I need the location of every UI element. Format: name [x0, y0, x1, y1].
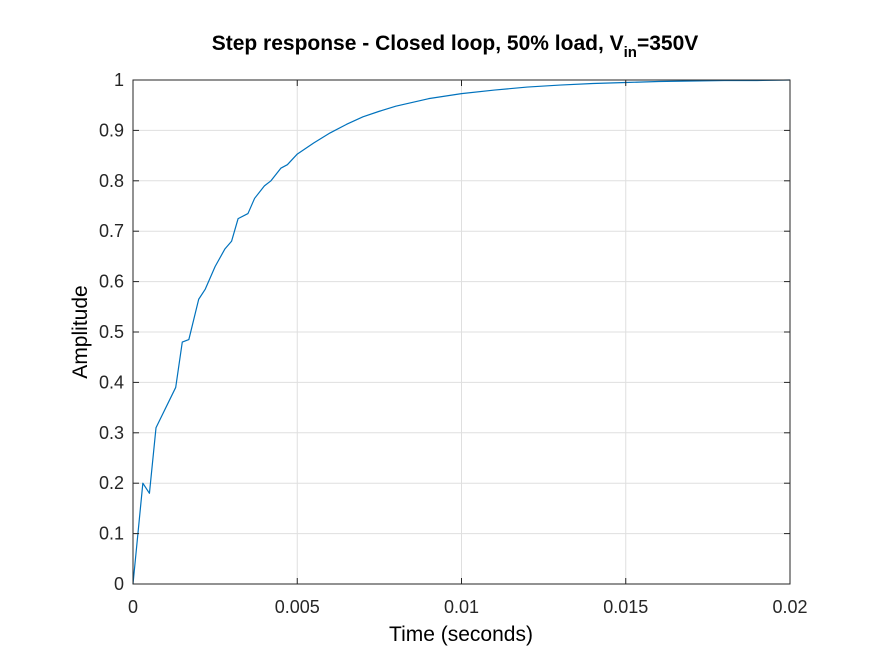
- y-tick-label: 0.1: [99, 524, 124, 544]
- y-tick-label: 0.4: [99, 372, 124, 392]
- grid: [132, 79, 791, 585]
- series-layer: [132, 79, 791, 585]
- x-tick-label: 0.015: [603, 597, 648, 617]
- x-tick-label: 0.01: [444, 597, 479, 617]
- y-tick-label: 1: [114, 70, 124, 90]
- y-tick-label: 0.6: [99, 272, 124, 292]
- x-tick-label: 0.02: [772, 597, 807, 617]
- y-tick-label: 0.3: [99, 423, 124, 443]
- axes: 0 0.005 0.01 0.015 0.02 0 0.1 0.2 0.3 0.4 0.5 0.6 0.…: [99, 70, 808, 617]
- x-tick-label: 0.005: [275, 597, 320, 617]
- step-response-line: [132, 79, 791, 585]
- y-tick-label: 0.5: [99, 322, 124, 342]
- y-axis-label: Amplitude: [69, 285, 92, 378]
- y-tick-label: 0: [114, 574, 124, 594]
- y-tick-label: 0.7: [99, 221, 124, 241]
- y-tick-label: 0.2: [99, 473, 124, 493]
- labels: Step response - Closed loop, 50% load, V…: [69, 32, 698, 646]
- y-tick-label: 0.8: [99, 171, 124, 191]
- y-tick-label: 0.9: [99, 120, 124, 140]
- x-tick-label: 0: [128, 597, 138, 617]
- x-axis-label: Time (seconds): [389, 623, 533, 646]
- chart-title: Step response - Closed loop, 50% load, V…: [212, 32, 699, 61]
